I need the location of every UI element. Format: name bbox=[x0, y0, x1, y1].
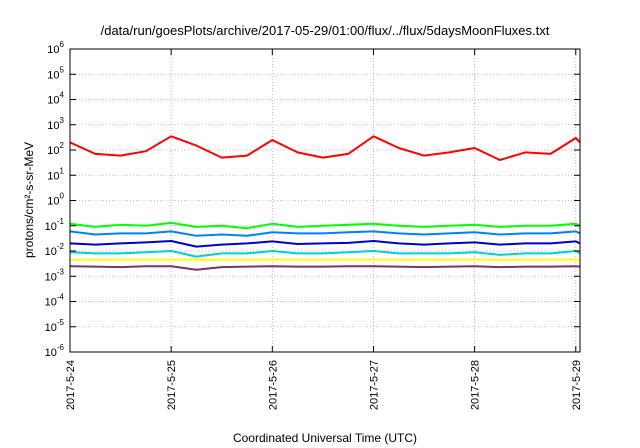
x-tick-label: 2017-5-26 bbox=[267, 360, 279, 410]
y-tick-label: 100 bbox=[47, 192, 64, 208]
y-tick-label: 10-5 bbox=[45, 318, 65, 334]
y-tick-base: 10 bbox=[45, 246, 57, 258]
y-tick-label: 101 bbox=[47, 166, 64, 182]
y-tick-base: 10 bbox=[47, 69, 59, 81]
x-tick-label: 2017-5-27 bbox=[368, 360, 380, 410]
series-line-4 bbox=[69, 240, 581, 248]
x-axis-label: Coordinated Universal Time (UTC) bbox=[233, 431, 417, 445]
y-tick-base: 10 bbox=[45, 347, 57, 359]
data-series bbox=[69, 135, 581, 271]
y-tick-label: 106 bbox=[47, 40, 64, 56]
y-tick-exponent: -1 bbox=[57, 217, 65, 226]
y-tick-exponent: 5 bbox=[60, 65, 65, 74]
y-tick-exponent: -4 bbox=[57, 293, 65, 302]
y-tick-base: 10 bbox=[45, 322, 57, 334]
y-tick-exponent: -3 bbox=[57, 267, 65, 276]
series-line-7 bbox=[69, 265, 581, 271]
y-tick-label: 105 bbox=[47, 65, 64, 81]
x-axis-ticks: 2017-5-24 2017-5-25 2017-5-26 2017-5-27 2017… bbox=[65, 49, 583, 410]
y-tick-base: 10 bbox=[47, 170, 59, 182]
chart-title: /data/run/goesPlots/archive/2017-05-29/0… bbox=[101, 23, 550, 38]
y-tick-exponent: 1 bbox=[60, 166, 65, 175]
y-tick-base: 10 bbox=[47, 120, 59, 132]
y-tick-label: 10-6 bbox=[45, 343, 65, 359]
y-tick-base: 10 bbox=[47, 145, 59, 157]
y-tick-base: 10 bbox=[47, 95, 59, 107]
y-tick-label: 10-4 bbox=[45, 293, 65, 309]
y-tick-label: 103 bbox=[47, 116, 64, 132]
x-tick-label: 2017-5-28 bbox=[470, 360, 482, 410]
x-tick-label: 2017-5-29 bbox=[571, 360, 583, 410]
y-tick-exponent: -5 bbox=[57, 318, 65, 327]
y-tick-label: 102 bbox=[47, 141, 64, 157]
y-tick-exponent: -2 bbox=[57, 242, 65, 251]
y-axis-ticks: 10610510410310210110010-110-210-310-410-… bbox=[45, 40, 580, 359]
y-tick-exponent: 6 bbox=[60, 40, 65, 49]
y-tick-exponent: 2 bbox=[60, 141, 65, 150]
y-tick-exponent: -6 bbox=[57, 343, 65, 352]
y-tick-exponent: 0 bbox=[60, 192, 65, 201]
series-line-2 bbox=[69, 221, 581, 230]
y-axis-label: protons/cm²-s-sr-MeV bbox=[22, 142, 36, 258]
y-tick-label: 10-3 bbox=[45, 267, 65, 283]
y-tick-base: 10 bbox=[47, 196, 59, 208]
x-tick-label: 2017-5-25 bbox=[166, 360, 178, 410]
x-tick-label: 2017-5-24 bbox=[65, 360, 77, 410]
y-tick-exponent: 4 bbox=[60, 91, 65, 100]
series-line-1 bbox=[69, 135, 581, 161]
y-tick-base: 10 bbox=[45, 221, 57, 233]
grid-lines bbox=[70, 49, 580, 352]
series-line-5 bbox=[69, 250, 581, 258]
y-tick-label: 10-1 bbox=[45, 217, 65, 233]
series-line-3 bbox=[69, 230, 581, 237]
y-tick-label: 104 bbox=[47, 91, 64, 107]
y-tick-base: 10 bbox=[45, 297, 57, 309]
y-tick-base: 10 bbox=[47, 44, 59, 56]
y-tick-label: 10-2 bbox=[45, 242, 65, 258]
y-tick-exponent: 3 bbox=[60, 116, 65, 125]
y-tick-base: 10 bbox=[45, 271, 57, 283]
